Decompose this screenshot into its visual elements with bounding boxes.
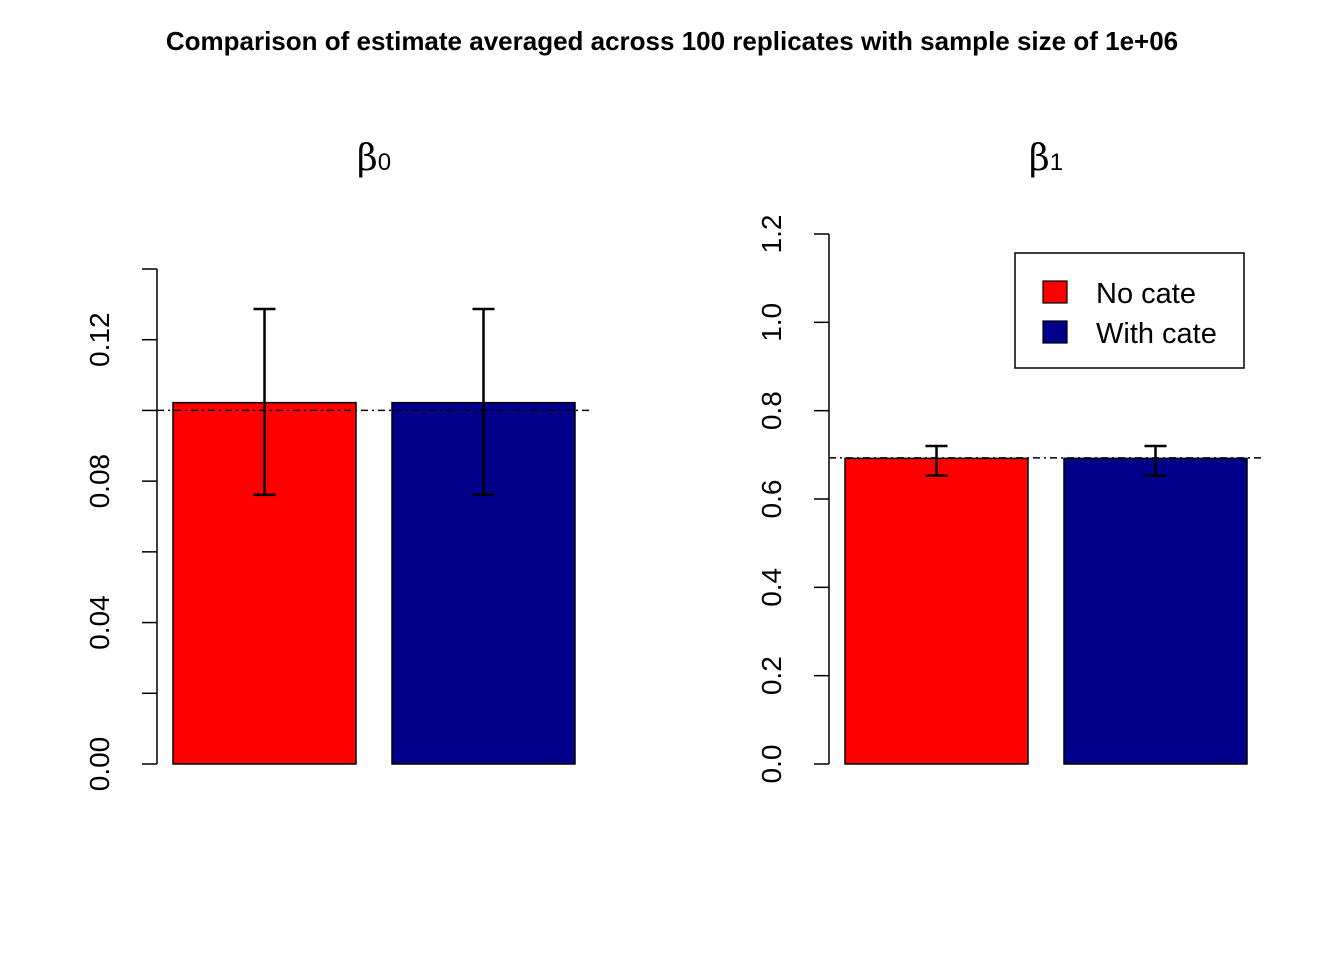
y-tick-label: 0.08 — [84, 454, 115, 509]
y-tick-label: 1.2 — [756, 215, 787, 254]
legend-label: With cate — [1096, 318, 1217, 350]
panel-title: β1 — [1029, 138, 1063, 179]
main-title: Comparison of estimate averaged across 1… — [166, 26, 1178, 56]
y-tick-label: 0.04 — [84, 595, 115, 650]
bar — [844, 457, 1029, 765]
panel-title: β0 — [357, 138, 391, 179]
legend-box — [1014, 252, 1245, 369]
y-tick-label: 0.0 — [756, 745, 787, 784]
bar — [1063, 457, 1248, 765]
y-tick-label: 0.2 — [756, 656, 787, 695]
panel-beta0: β0 0.00 0.04 0.08 0.12 — [84, 138, 593, 791]
y-tick-label: 0.6 — [756, 480, 787, 519]
legend-label: No cate — [1096, 278, 1196, 310]
panel-beta1: β1 0.0 0.2 0.4 0.6 0.8 1.0 1.2 — [756, 138, 1265, 783]
y-tick-label: 0.00 — [84, 737, 115, 792]
y-tick-label: 1.0 — [756, 303, 787, 342]
y-tick-label: 0.4 — [756, 568, 787, 607]
legend-swatch — [1042, 280, 1068, 304]
y-tick-label: 0.12 — [84, 312, 115, 367]
legend: No cate With cate — [1014, 252, 1245, 369]
y-tick-label: 0.8 — [756, 391, 787, 430]
legend-swatch — [1042, 320, 1068, 344]
